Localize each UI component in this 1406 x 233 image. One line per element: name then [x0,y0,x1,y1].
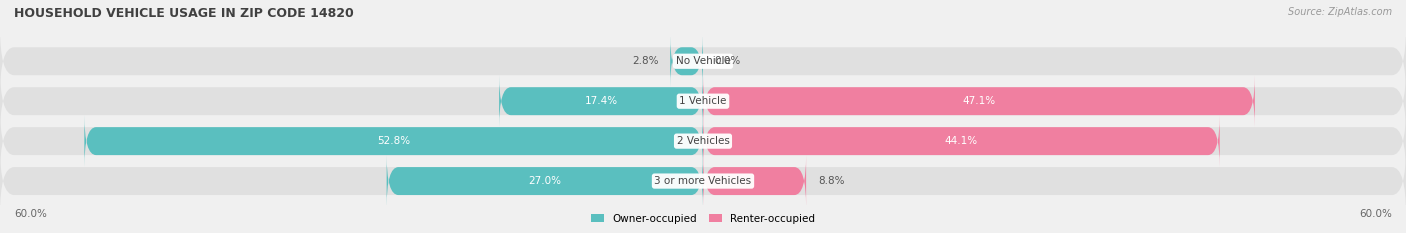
FancyBboxPatch shape [387,155,703,207]
Text: 27.0%: 27.0% [529,176,561,186]
FancyBboxPatch shape [0,107,1406,175]
Text: 1 Vehicle: 1 Vehicle [679,96,727,106]
Text: HOUSEHOLD VEHICLE USAGE IN ZIP CODE 14820: HOUSEHOLD VEHICLE USAGE IN ZIP CODE 1482… [14,7,354,20]
FancyBboxPatch shape [0,67,1406,135]
FancyBboxPatch shape [0,27,1406,95]
FancyBboxPatch shape [703,155,806,207]
FancyBboxPatch shape [703,75,1256,127]
FancyBboxPatch shape [671,35,703,87]
Text: No Vehicle: No Vehicle [675,56,731,66]
Text: 52.8%: 52.8% [377,136,411,146]
FancyBboxPatch shape [703,115,1219,167]
Text: 60.0%: 60.0% [1360,209,1392,219]
Text: 2.8%: 2.8% [631,56,658,66]
Text: 8.8%: 8.8% [818,176,845,186]
Text: 47.1%: 47.1% [962,96,995,106]
Text: 17.4%: 17.4% [585,96,617,106]
FancyBboxPatch shape [499,75,703,127]
Text: 60.0%: 60.0% [14,209,46,219]
Text: 0.0%: 0.0% [714,56,741,66]
FancyBboxPatch shape [84,115,703,167]
Text: 2 Vehicles: 2 Vehicles [676,136,730,146]
Text: Source: ZipAtlas.com: Source: ZipAtlas.com [1288,7,1392,17]
Legend: Owner-occupied, Renter-occupied: Owner-occupied, Renter-occupied [586,209,820,228]
FancyBboxPatch shape [0,147,1406,215]
Text: 44.1%: 44.1% [945,136,979,146]
Text: 3 or more Vehicles: 3 or more Vehicles [654,176,752,186]
